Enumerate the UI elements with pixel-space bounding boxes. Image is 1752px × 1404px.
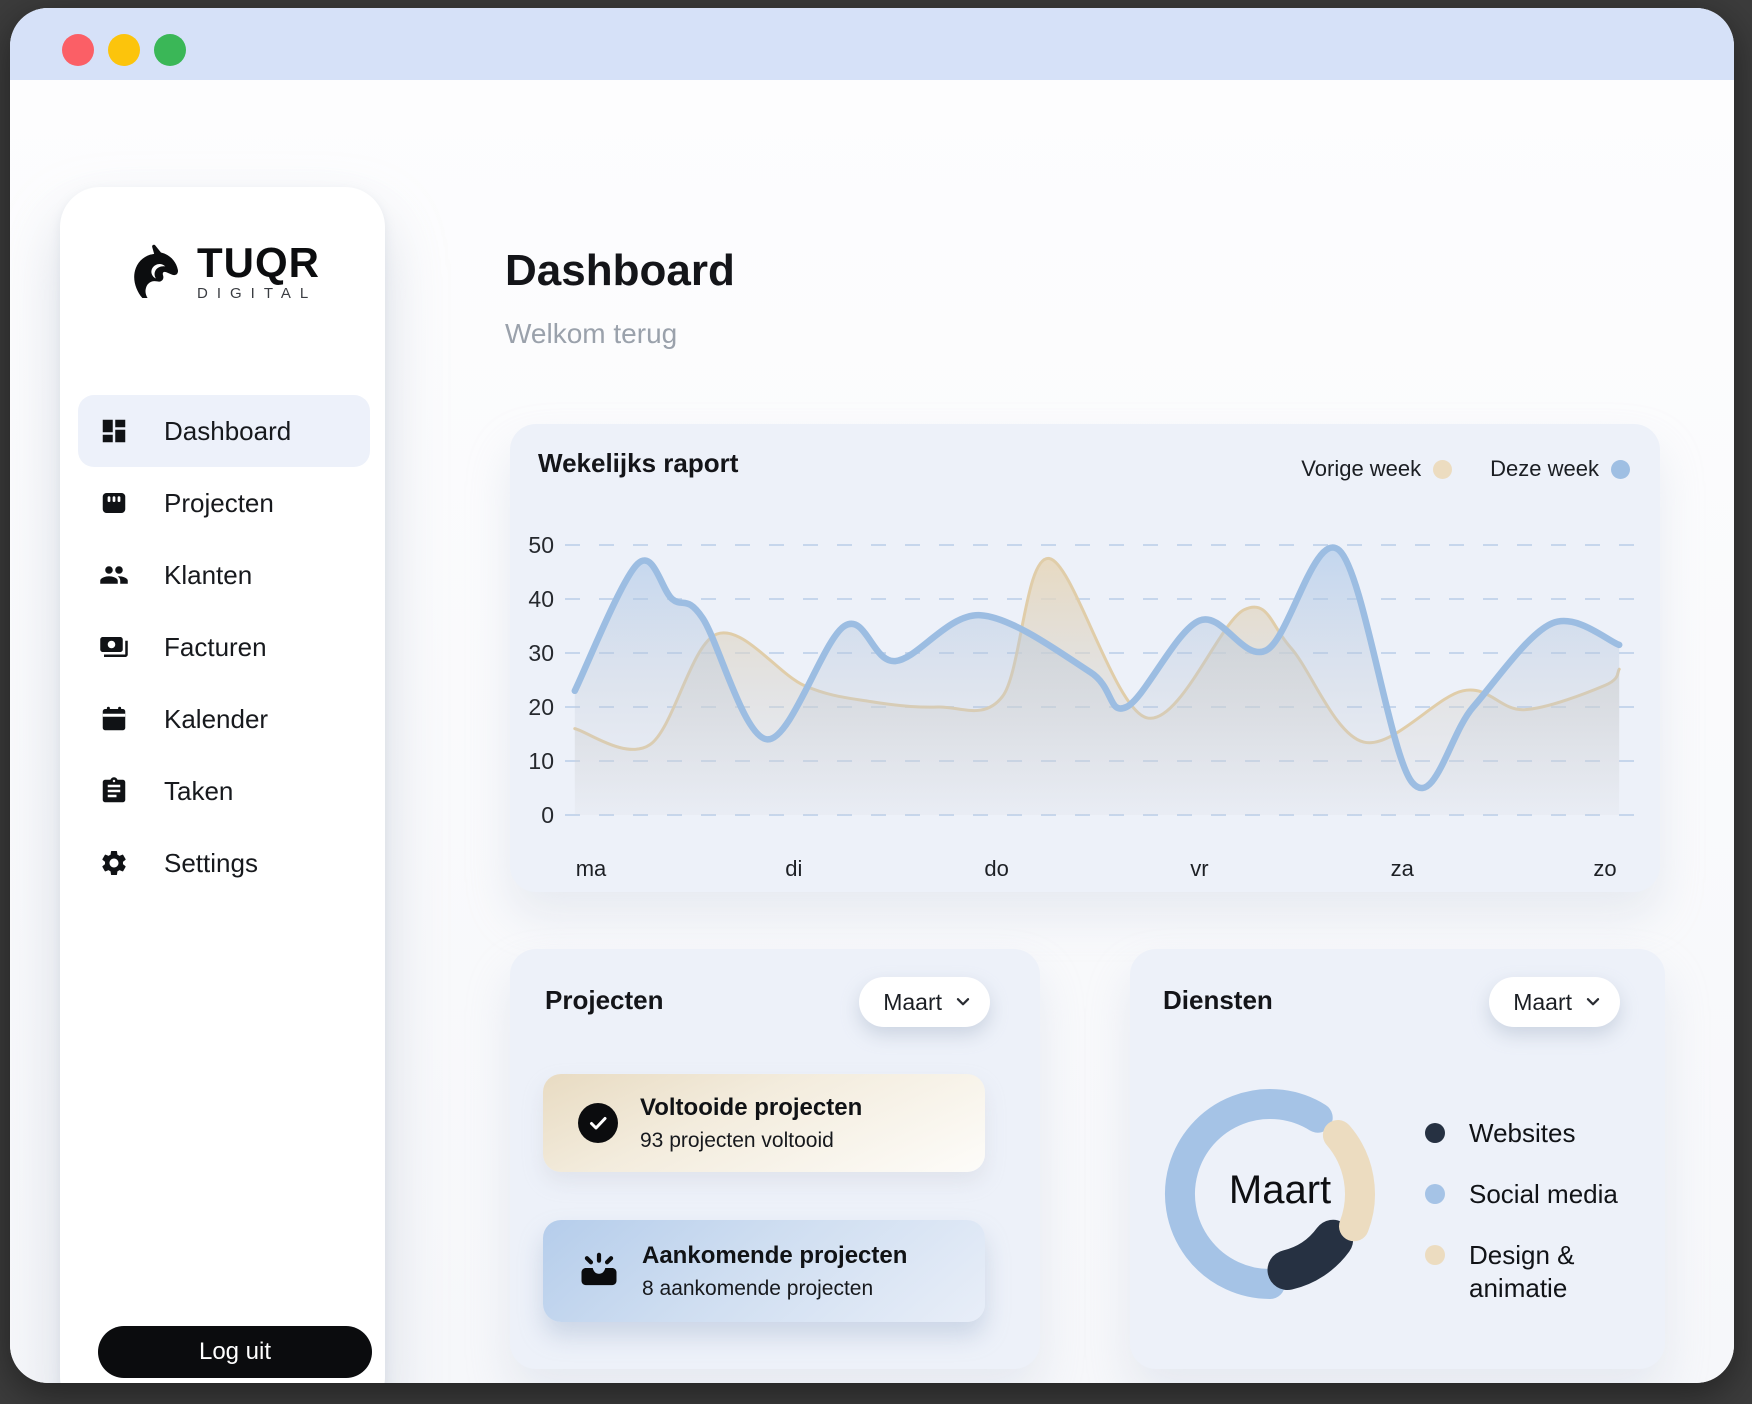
svg-text:10: 10 — [528, 748, 554, 774]
brand-tagline: DIGITAL — [197, 284, 318, 302]
sidebar: TUQR DIGITAL Dashboard Projecten Klanten Fa… — [60, 187, 385, 1383]
sidebar-item-kalender[interactable]: Kalender — [78, 683, 370, 755]
services-card: Diensten Maart Maart Websites Social med… — [1130, 949, 1665, 1369]
weekly-report-legend: Vorige week Deze week — [1301, 456, 1630, 482]
services-legend-item: Design & animatie — [1425, 1239, 1650, 1307]
traffic-lights — [62, 34, 186, 66]
weekly-legend-label: Vorige week — [1301, 456, 1422, 481]
brand-name: TUQR — [197, 238, 320, 286]
services-month-dropdown[interactable]: Maart — [1489, 977, 1620, 1027]
logout-button[interactable]: Log uit — [98, 1326, 372, 1378]
sidebar-nav: Dashboard Projecten Klanten Facturen Kalende… — [78, 395, 370, 899]
minimize-window-button[interactable] — [108, 34, 140, 66]
sidebar-item-label: Dashboard — [164, 415, 292, 446]
calendar-icon — [98, 703, 130, 735]
services-legend-dot — [1425, 1183, 1445, 1204]
services-donut-chart — [1164, 1089, 1375, 1299]
sidebar-item-label: Taken — [164, 775, 234, 806]
svg-text:di: di — [785, 856, 802, 881]
projects-month-dropdown[interactable]: Maart — [859, 977, 990, 1027]
app-window: TUQR DIGITAL Dashboard Projecten Klanten Fa… — [10, 8, 1734, 1383]
sidebar-item-label: Kalender — [164, 703, 269, 734]
svg-text:0: 0 — [541, 802, 554, 828]
completed-projects-subtitle: 93 projecten voltooid — [640, 1128, 834, 1152]
weekly-legend-dot — [1611, 459, 1630, 479]
services-legend-label: Websites — [1469, 1118, 1576, 1148]
projects-icon — [98, 487, 130, 519]
sidebar-item-label: Facturen — [164, 631, 267, 662]
completed-projects-title: Voltooide projecten — [640, 1093, 863, 1121]
sidebar-item-label: Settings — [164, 847, 258, 878]
chevron-down-icon — [956, 998, 970, 1006]
sidebar-item-label: Klanten — [164, 559, 253, 590]
sidebar-item-facturen[interactable]: Facturen — [78, 611, 370, 683]
services-legend-label: Social media — [1469, 1178, 1618, 1209]
sidebar-item-settings[interactable]: Settings — [78, 827, 370, 899]
projects-card-title: Projecten — [545, 985, 664, 1015]
donut-center-label: Maart — [1228, 1168, 1332, 1212]
weekly-report-chart: 0 10 20 30 40 50 ma di do vr za zo — [528, 532, 1635, 881]
weekly-legend-label: Deze week — [1490, 456, 1599, 481]
svg-text:zo: zo — [1593, 856, 1616, 881]
svg-text:vr: vr — [1190, 856, 1208, 881]
sidebar-item-projecten[interactable]: Projecten — [78, 467, 370, 539]
svg-text:40: 40 — [528, 586, 554, 612]
brand-logo: TUQR DIGITAL — [60, 239, 385, 305]
settings-icon — [98, 847, 130, 879]
window-titlebar — [10, 8, 1734, 80]
sidebar-item-label: Projecten — [164, 487, 274, 518]
svg-text:30: 30 — [528, 640, 554, 666]
upcoming-projects-title: Aankomende projecten — [642, 1241, 908, 1269]
completed-projects-tile[interactable]: Voltooide projecten 93 projecten voltooi… — [543, 1074, 985, 1172]
svg-text:za: za — [1391, 856, 1415, 881]
tasks-icon — [98, 775, 130, 807]
zoom-window-button[interactable] — [154, 34, 186, 66]
upcoming-projects-tile[interactable]: Aankomende projecten 8 aankomende projec… — [543, 1220, 985, 1322]
services-card-title: Diensten — [1163, 985, 1273, 1015]
sidebar-item-klanten[interactable]: Klanten — [78, 539, 370, 611]
weekly-legend-item: Deze week — [1490, 456, 1630, 482]
services-legend-dot — [1425, 1123, 1445, 1143]
upcoming-projects-subtitle: 8 aankomende projecten — [642, 1276, 874, 1300]
svg-text:do: do — [984, 856, 1008, 881]
services-legend-item: Social media — [1425, 1178, 1650, 1212]
sidebar-item-dashboard[interactable]: Dashboard — [78, 395, 370, 467]
weekly-report-title: Wekelijks raport — [538, 448, 739, 478]
weekly-report-card: 0 10 20 30 40 50 ma di do vr za zo Wekelijks raport… — [510, 424, 1660, 892]
page-subtitle: Welkom terug — [505, 318, 678, 349]
svg-text:ma: ma — [576, 856, 607, 881]
invoices-icon — [98, 631, 130, 663]
window-content: TUQR DIGITAL Dashboard Projecten Klanten Fa… — [10, 80, 1734, 1383]
services-legend-dot — [1425, 1244, 1445, 1265]
check-circle-icon — [578, 1103, 618, 1143]
chevron-down-icon — [1586, 998, 1600, 1006]
weekly-legend-dot — [1433, 459, 1453, 479]
projects-month-value: Maart — [883, 988, 942, 1015]
sidebar-item-taken[interactable]: Taken — [78, 755, 370, 827]
services-month-value: Maart — [1513, 988, 1572, 1015]
services-legend-label: Design & animatie — [1469, 1239, 1575, 1304]
weekly-legend-item: Vorige week — [1301, 456, 1453, 482]
upcoming-icon — [578, 1250, 620, 1292]
dashboard-icon — [98, 415, 130, 447]
projects-card: Projecten Maart Voltooide projecten — [510, 949, 1040, 1369]
page-title: Dashboard — [505, 246, 735, 295]
services-legend: Websites Social media Design & animatie — [1425, 1117, 1650, 1306]
close-window-button[interactable] — [62, 34, 94, 66]
svg-text:50: 50 — [528, 532, 554, 558]
horse-logo-icon — [134, 244, 178, 299]
clients-icon — [98, 559, 130, 591]
svg-text:20: 20 — [528, 694, 554, 720]
services-legend-item: Websites — [1425, 1117, 1650, 1151]
